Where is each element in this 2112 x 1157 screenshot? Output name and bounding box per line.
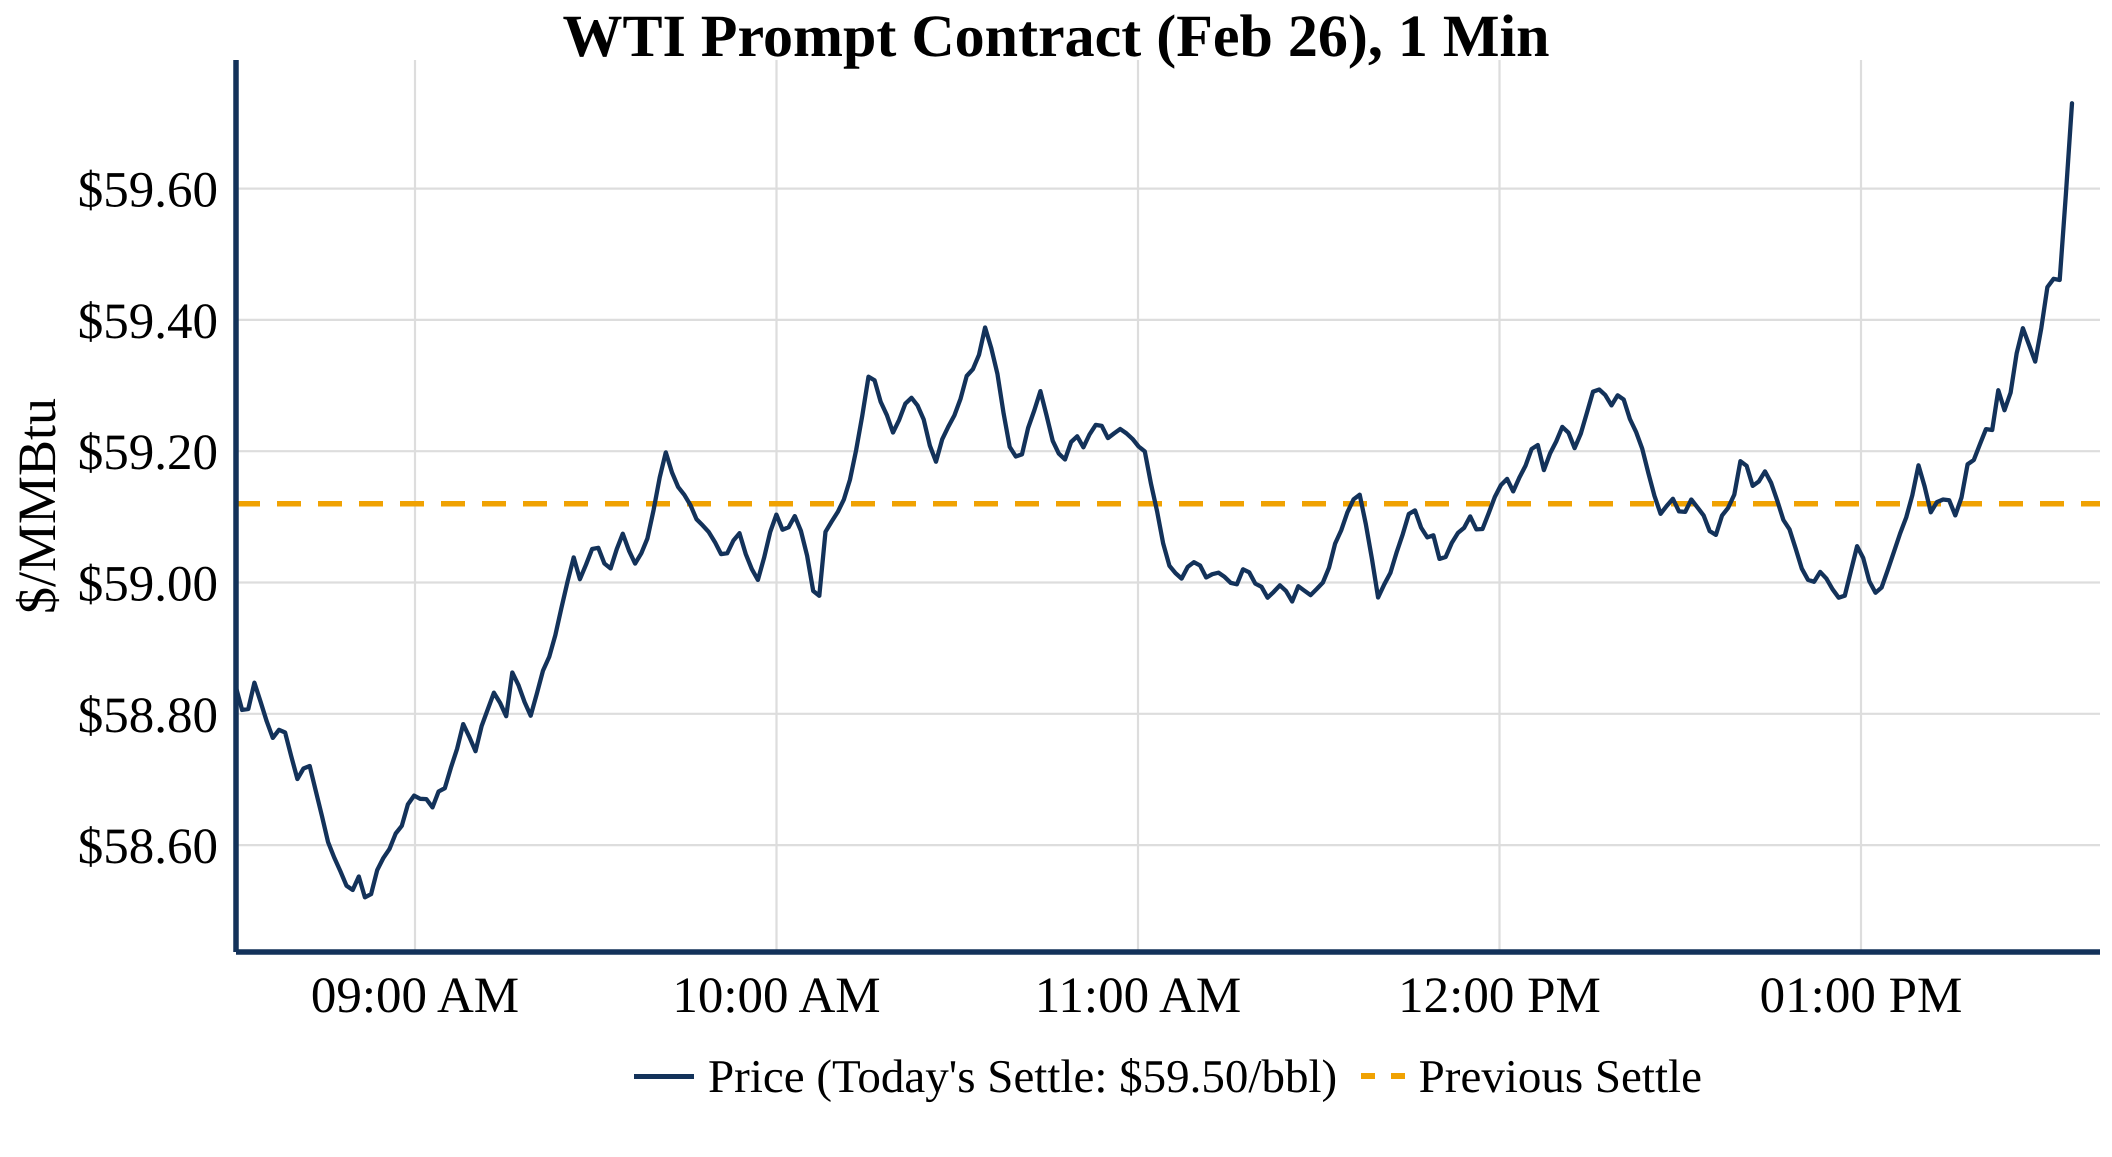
svg-text:$59.20: $59.20 — [78, 425, 218, 481]
svg-text:$/MMBtu: $/MMBtu — [7, 398, 67, 614]
svg-text:11:00 AM: 11:00 AM — [1035, 968, 1241, 1024]
svg-text:09:00 AM: 09:00 AM — [311, 968, 519, 1024]
svg-text:01:00 PM: 01:00 PM — [1760, 968, 1963, 1024]
svg-text:$58.80: $58.80 — [78, 688, 218, 744]
svg-text:10:00 AM: 10:00 AM — [672, 968, 880, 1024]
svg-text:12:00 PM: 12:00 PM — [1398, 968, 1601, 1024]
svg-text:$59.40: $59.40 — [78, 294, 218, 350]
svg-text:$58.60: $58.60 — [78, 819, 218, 875]
svg-text:$59.60: $59.60 — [78, 163, 218, 219]
svg-text:$59.00: $59.00 — [78, 557, 218, 613]
